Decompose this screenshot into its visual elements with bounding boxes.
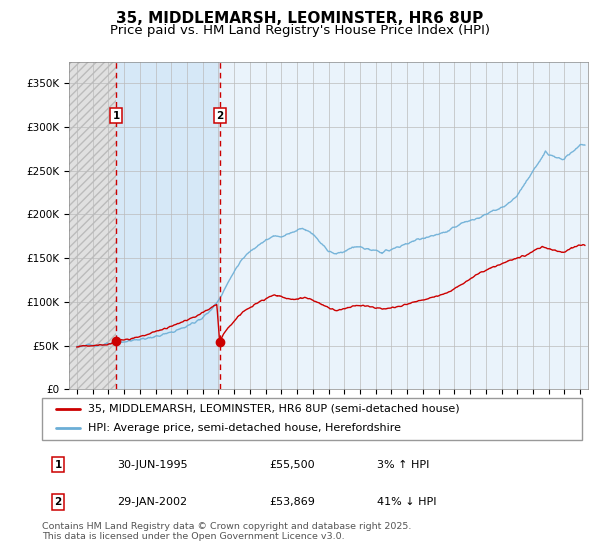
- Text: £53,869: £53,869: [269, 497, 314, 507]
- Text: 1: 1: [55, 460, 62, 470]
- Text: 35, MIDDLEMARSH, LEOMINSTER, HR6 8UP: 35, MIDDLEMARSH, LEOMINSTER, HR6 8UP: [116, 11, 484, 26]
- Text: 1: 1: [113, 111, 120, 120]
- Text: HPI: Average price, semi-detached house, Herefordshire: HPI: Average price, semi-detached house,…: [88, 423, 401, 433]
- Text: 2: 2: [55, 497, 62, 507]
- Text: 29-JAN-2002: 29-JAN-2002: [118, 497, 188, 507]
- Text: Price paid vs. HM Land Registry's House Price Index (HPI): Price paid vs. HM Land Registry's House …: [110, 24, 490, 36]
- Text: 35, MIDDLEMARSH, LEOMINSTER, HR6 8UP (semi-detached house): 35, MIDDLEMARSH, LEOMINSTER, HR6 8UP (se…: [88, 404, 460, 414]
- Text: 2: 2: [216, 111, 223, 120]
- Text: £55,500: £55,500: [269, 460, 314, 470]
- Text: 41% ↓ HPI: 41% ↓ HPI: [377, 497, 436, 507]
- Text: Contains HM Land Registry data © Crown copyright and database right 2025.
This d: Contains HM Land Registry data © Crown c…: [42, 522, 412, 542]
- Text: 30-JUN-1995: 30-JUN-1995: [118, 460, 188, 470]
- Text: 3% ↑ HPI: 3% ↑ HPI: [377, 460, 429, 470]
- FancyBboxPatch shape: [42, 398, 582, 440]
